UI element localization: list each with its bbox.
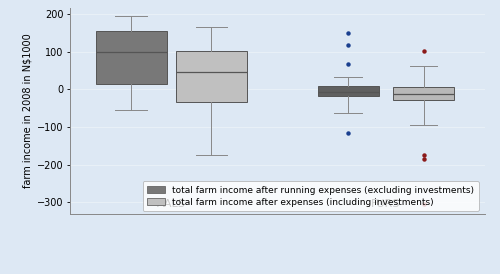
Bar <box>318 86 379 96</box>
Bar <box>176 51 247 102</box>
Text: FURS: FURS <box>372 199 400 209</box>
Bar <box>96 31 166 84</box>
Y-axis label: farm income in 2008 in N$1000: farm income in 2008 in N$1000 <box>23 34 33 188</box>
Text: AALS: AALS <box>157 199 186 209</box>
Bar <box>393 87 454 100</box>
Legend: total farm income after running expenses (excluding investments), total farm inc: total farm income after running expenses… <box>142 181 479 211</box>
